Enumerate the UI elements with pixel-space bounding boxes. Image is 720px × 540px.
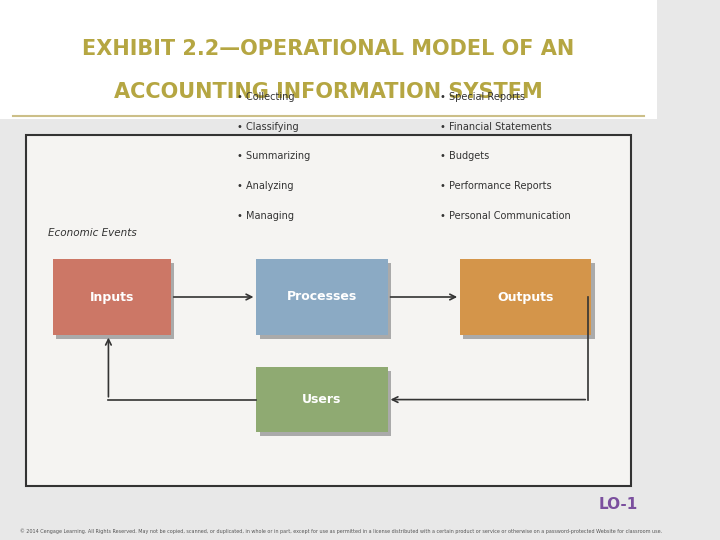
FancyBboxPatch shape [256,367,387,432]
Text: • Special Reports: • Special Reports [441,92,526,102]
Text: • Financial Statements: • Financial Statements [441,122,552,132]
Text: • Collecting: • Collecting [237,92,294,102]
FancyBboxPatch shape [460,259,591,335]
Text: Users: Users [302,393,342,406]
Text: • Analyzing: • Analyzing [237,181,293,191]
Text: Inputs: Inputs [89,291,134,303]
FancyBboxPatch shape [260,263,391,339]
Text: • Managing: • Managing [237,211,294,221]
Text: • Classifying: • Classifying [237,122,298,132]
Text: • Personal Communication: • Personal Communication [441,211,571,221]
Text: Outputs: Outputs [498,291,554,303]
Text: Economic Events: Economic Events [48,227,136,238]
Text: • Summarizing: • Summarizing [237,151,310,161]
Text: LO-1: LO-1 [598,497,637,512]
Text: Processes: Processes [287,291,357,303]
FancyBboxPatch shape [56,263,174,339]
FancyBboxPatch shape [27,135,631,486]
Text: • Performance Reports: • Performance Reports [441,181,552,191]
Text: EXHIBIT 2.2—OPERATIONAL MODEL OF AN: EXHIBIT 2.2—OPERATIONAL MODEL OF AN [83,38,575,59]
FancyBboxPatch shape [53,259,171,335]
FancyBboxPatch shape [463,263,595,339]
Text: © 2014 Cengage Learning. All Rights Reserved. May not be copied, scanned, or dup: © 2014 Cengage Learning. All Rights Rese… [19,528,662,534]
Text: • Budgets: • Budgets [441,151,490,161]
Text: ACCOUNTING INFORMATION SYSTEM: ACCOUNTING INFORMATION SYSTEM [114,82,543,102]
FancyBboxPatch shape [260,371,391,436]
FancyBboxPatch shape [0,0,657,119]
FancyBboxPatch shape [256,259,387,335]
